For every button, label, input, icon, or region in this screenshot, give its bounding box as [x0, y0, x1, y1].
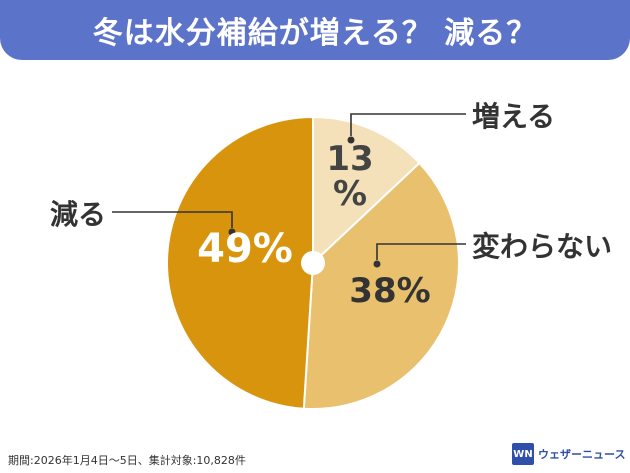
category-label-3: 減る	[50, 198, 106, 231]
brand-logo-icon: WN	[512, 443, 534, 465]
data-label-3-line-1: 49%	[197, 226, 293, 272]
leader-dot-3	[228, 228, 236, 236]
data-label-1-line-2: %	[333, 174, 367, 214]
title-banner: 冬は水分補給が増える？ 減る？	[0, 0, 630, 60]
leader-line-1	[350, 113, 466, 136]
data-label-1-line-1: 13	[326, 139, 373, 179]
survey-note: 期間:2026年1月4日〜5日、集計対象:10,828件	[8, 454, 246, 467]
brand-name: ウェザーニュース	[538, 448, 626, 461]
leader-dot-2	[373, 260, 381, 268]
category-label-1: 増える	[472, 100, 555, 133]
leader-line-2	[376, 243, 466, 260]
pie-center-hole	[301, 251, 325, 275]
data-label-2-line-1: 38%	[349, 271, 430, 311]
pie-slice-1	[312, 115, 421, 266]
leader-dot-1	[347, 136, 355, 144]
brand-logo: WN ウェザーニュース	[512, 443, 625, 465]
pie-slice-3	[165, 115, 314, 410]
leader-line-3	[112, 211, 233, 228]
pie-slice-2	[302, 161, 460, 410]
chart-title: 冬は水分補給が増える？ 減る？	[92, 16, 538, 51]
category-label-2: 変わらない	[472, 230, 612, 263]
